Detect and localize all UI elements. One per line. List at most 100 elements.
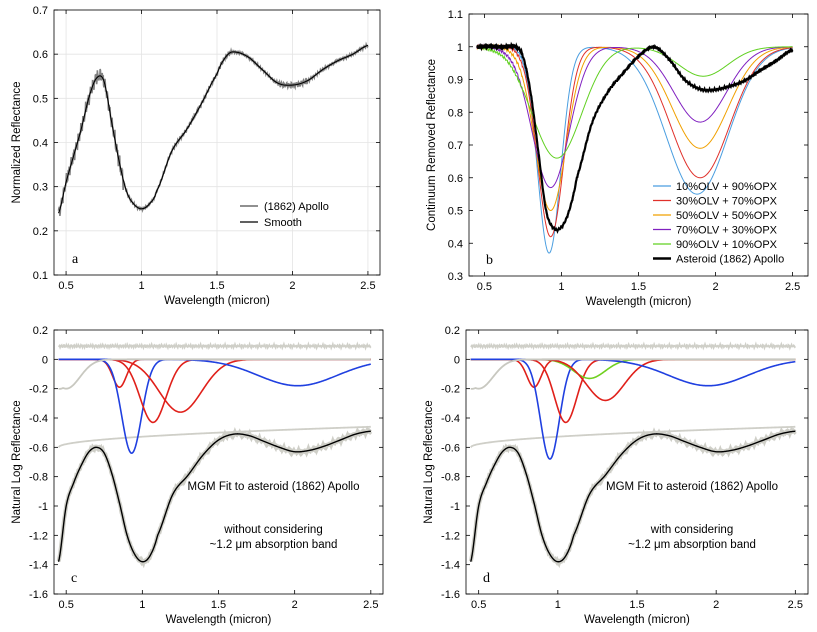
y-tick-label: 0.5	[33, 93, 48, 105]
x-tick-label: 2.5	[360, 280, 375, 292]
y-tick-label: 1.1	[448, 9, 463, 21]
y-tick-label: -0.2	[29, 384, 48, 396]
y-tick-label: -0.6	[29, 442, 48, 454]
y-tick-label: -0.2	[441, 384, 460, 396]
legend-label: 70%OLV + 30%OPX	[676, 225, 778, 237]
y-axis-label: Natural Log Reflectance	[11, 400, 23, 523]
x-tick-label: 2	[712, 281, 718, 293]
annotation-title: MGM Fit to asteroid (1862) Apollo	[188, 481, 360, 493]
y-tick-label: 0.6	[448, 173, 463, 185]
spectrum-fit	[470, 430, 796, 563]
x-tick-label: 1.5	[629, 599, 644, 611]
panel-letter: a	[72, 252, 79, 267]
series-smooth	[58, 44, 369, 214]
x-tick-label: 1	[138, 280, 144, 292]
annotation-line-2: with considering	[650, 524, 733, 536]
y-tick-label: 0.3	[33, 182, 48, 194]
plot-frame	[465, 329, 809, 595]
plot-frame	[53, 9, 381, 276]
y-tick-label: 0.8	[448, 107, 463, 119]
panel-letter: b	[486, 253, 493, 268]
y-tick-label: -0.6	[441, 442, 460, 454]
x-axis-label: Wavelength (micron)	[584, 614, 690, 626]
x-tick-label: 2	[289, 280, 295, 292]
x-tick-label: 0.5	[477, 281, 492, 293]
panel-letter: c	[71, 571, 77, 586]
x-tick-label: 0.5	[58, 280, 73, 292]
x-tick-label: 0.5	[59, 599, 74, 611]
y-tick-label: 0	[454, 354, 460, 366]
y-tick-label: -1	[38, 501, 48, 513]
y-axis-label: Continuum Removed Reflectance	[426, 59, 438, 231]
plot-frame	[53, 329, 384, 595]
mgm-band-7	[470, 358, 796, 390]
x-axis-label: Wavelength (micron)	[166, 614, 272, 626]
continuum-line	[470, 425, 796, 448]
y-tick-label: 0.6	[33, 49, 48, 61]
annotation-line-2: without considering	[223, 524, 322, 536]
panel-letter: d	[483, 571, 490, 586]
y-axis-label: Natural Log Reflectance	[423, 400, 435, 523]
series-2	[476, 43, 793, 238]
y-tick-label: -1	[450, 501, 460, 513]
y-tick-label: -1.4	[29, 560, 48, 572]
y-tick-label: 0	[42, 354, 48, 366]
y-tick-label: -0.4	[441, 413, 460, 425]
mgm-band-6	[58, 358, 371, 390]
x-tick-label: 2.5	[788, 599, 803, 611]
panel-a: 0.5 1 1.5 2 2.5 0.1 0.2 0.3 0.4 0.5 0.6 0.7 Waveleng…	[11, 5, 381, 307]
mgm-band-4	[58, 358, 371, 413]
y-axis-label: Normalized Reflectance	[11, 81, 23, 203]
x-tick-label: 2.5	[785, 281, 800, 293]
plot-frame	[468, 13, 809, 277]
x-tick-label: 1.5	[211, 599, 226, 611]
annotation-line-3: ~1.2 μm absorption band	[628, 539, 756, 551]
y-tick-label: 0.7	[33, 5, 48, 17]
legend-label: (1862) Apollo	[264, 201, 329, 213]
x-tick-label: 2.5	[363, 599, 378, 611]
legend-label: Smooth	[264, 217, 302, 229]
x-tick-label: 0.5	[471, 599, 486, 611]
legend-label: 90%OLV + 10%OPX	[676, 239, 778, 251]
panel-d: 0.5 1 1.5 2 2.5 -1.6 -1.4 -1.2 -1 -0.8 -0.6 -0.4 -0.…	[423, 325, 809, 626]
series-4	[476, 43, 793, 189]
y-tick-label: 0.5	[448, 206, 463, 218]
x-tick-label: 1.5	[209, 280, 224, 292]
y-tick-label: 1	[457, 42, 463, 54]
y-tick-label: -1.4	[441, 560, 460, 572]
annotation-title: MGM Fit to asteroid (1862) Apollo	[606, 481, 778, 493]
legend-label: 50%OLV + 50%OPX	[676, 210, 778, 222]
x-tick-label: 1.5	[631, 281, 646, 293]
y-tick-label: 0.2	[445, 325, 460, 337]
y-tick-label: 0.2	[33, 226, 48, 238]
residual-line	[470, 341, 796, 351]
x-tick-label: 2	[292, 599, 298, 611]
x-axis-label: Wavelength (micron)	[586, 296, 692, 308]
mgm-band-3	[58, 358, 371, 424]
series-5	[476, 44, 793, 159]
y-tick-label: -0.4	[29, 413, 48, 425]
y-tick-label: 0.4	[33, 138, 48, 150]
y-tick-label: -1.2	[29, 530, 48, 542]
legend-label: Asteroid (1862) Apollo	[676, 254, 784, 266]
continuum-line	[57, 425, 371, 448]
x-tick-label: 1	[555, 599, 561, 611]
y-tick-label: 0.1	[33, 270, 48, 282]
mgm-band-5	[470, 358, 796, 402]
legend-label: 10%OLV + 90%OPX	[676, 181, 778, 193]
panel-c: 0.5 1 1.5 2 2.5 -1.6 -1.4 -1.2 -1 -0.8 -0.6 -0.4 -0.…	[11, 325, 384, 626]
legend-label: 30%OLV + 70%OPX	[676, 196, 778, 208]
x-tick-label: 1	[139, 599, 145, 611]
panel-b: 0.5 1 1.5 2 2.5 0.3 0.4 0.5 0.6 0.7 0.8 0.9 1 1.1 Wave…	[426, 9, 809, 308]
y-tick-label: -0.8	[441, 472, 460, 484]
x-tick-label: 1	[558, 281, 564, 293]
y-tick-label: 0.7	[448, 140, 463, 152]
y-tick-label: 0.9	[448, 75, 463, 87]
y-tick-label: -1.6	[29, 589, 48, 601]
mgm-band-3	[470, 358, 796, 424]
y-tick-label: -0.8	[29, 472, 48, 484]
y-tick-label: -1.6	[441, 589, 460, 601]
annotation-line-3: ~1.2 μm absorption band	[210, 539, 338, 551]
y-tick-label: 0.2	[33, 325, 48, 337]
